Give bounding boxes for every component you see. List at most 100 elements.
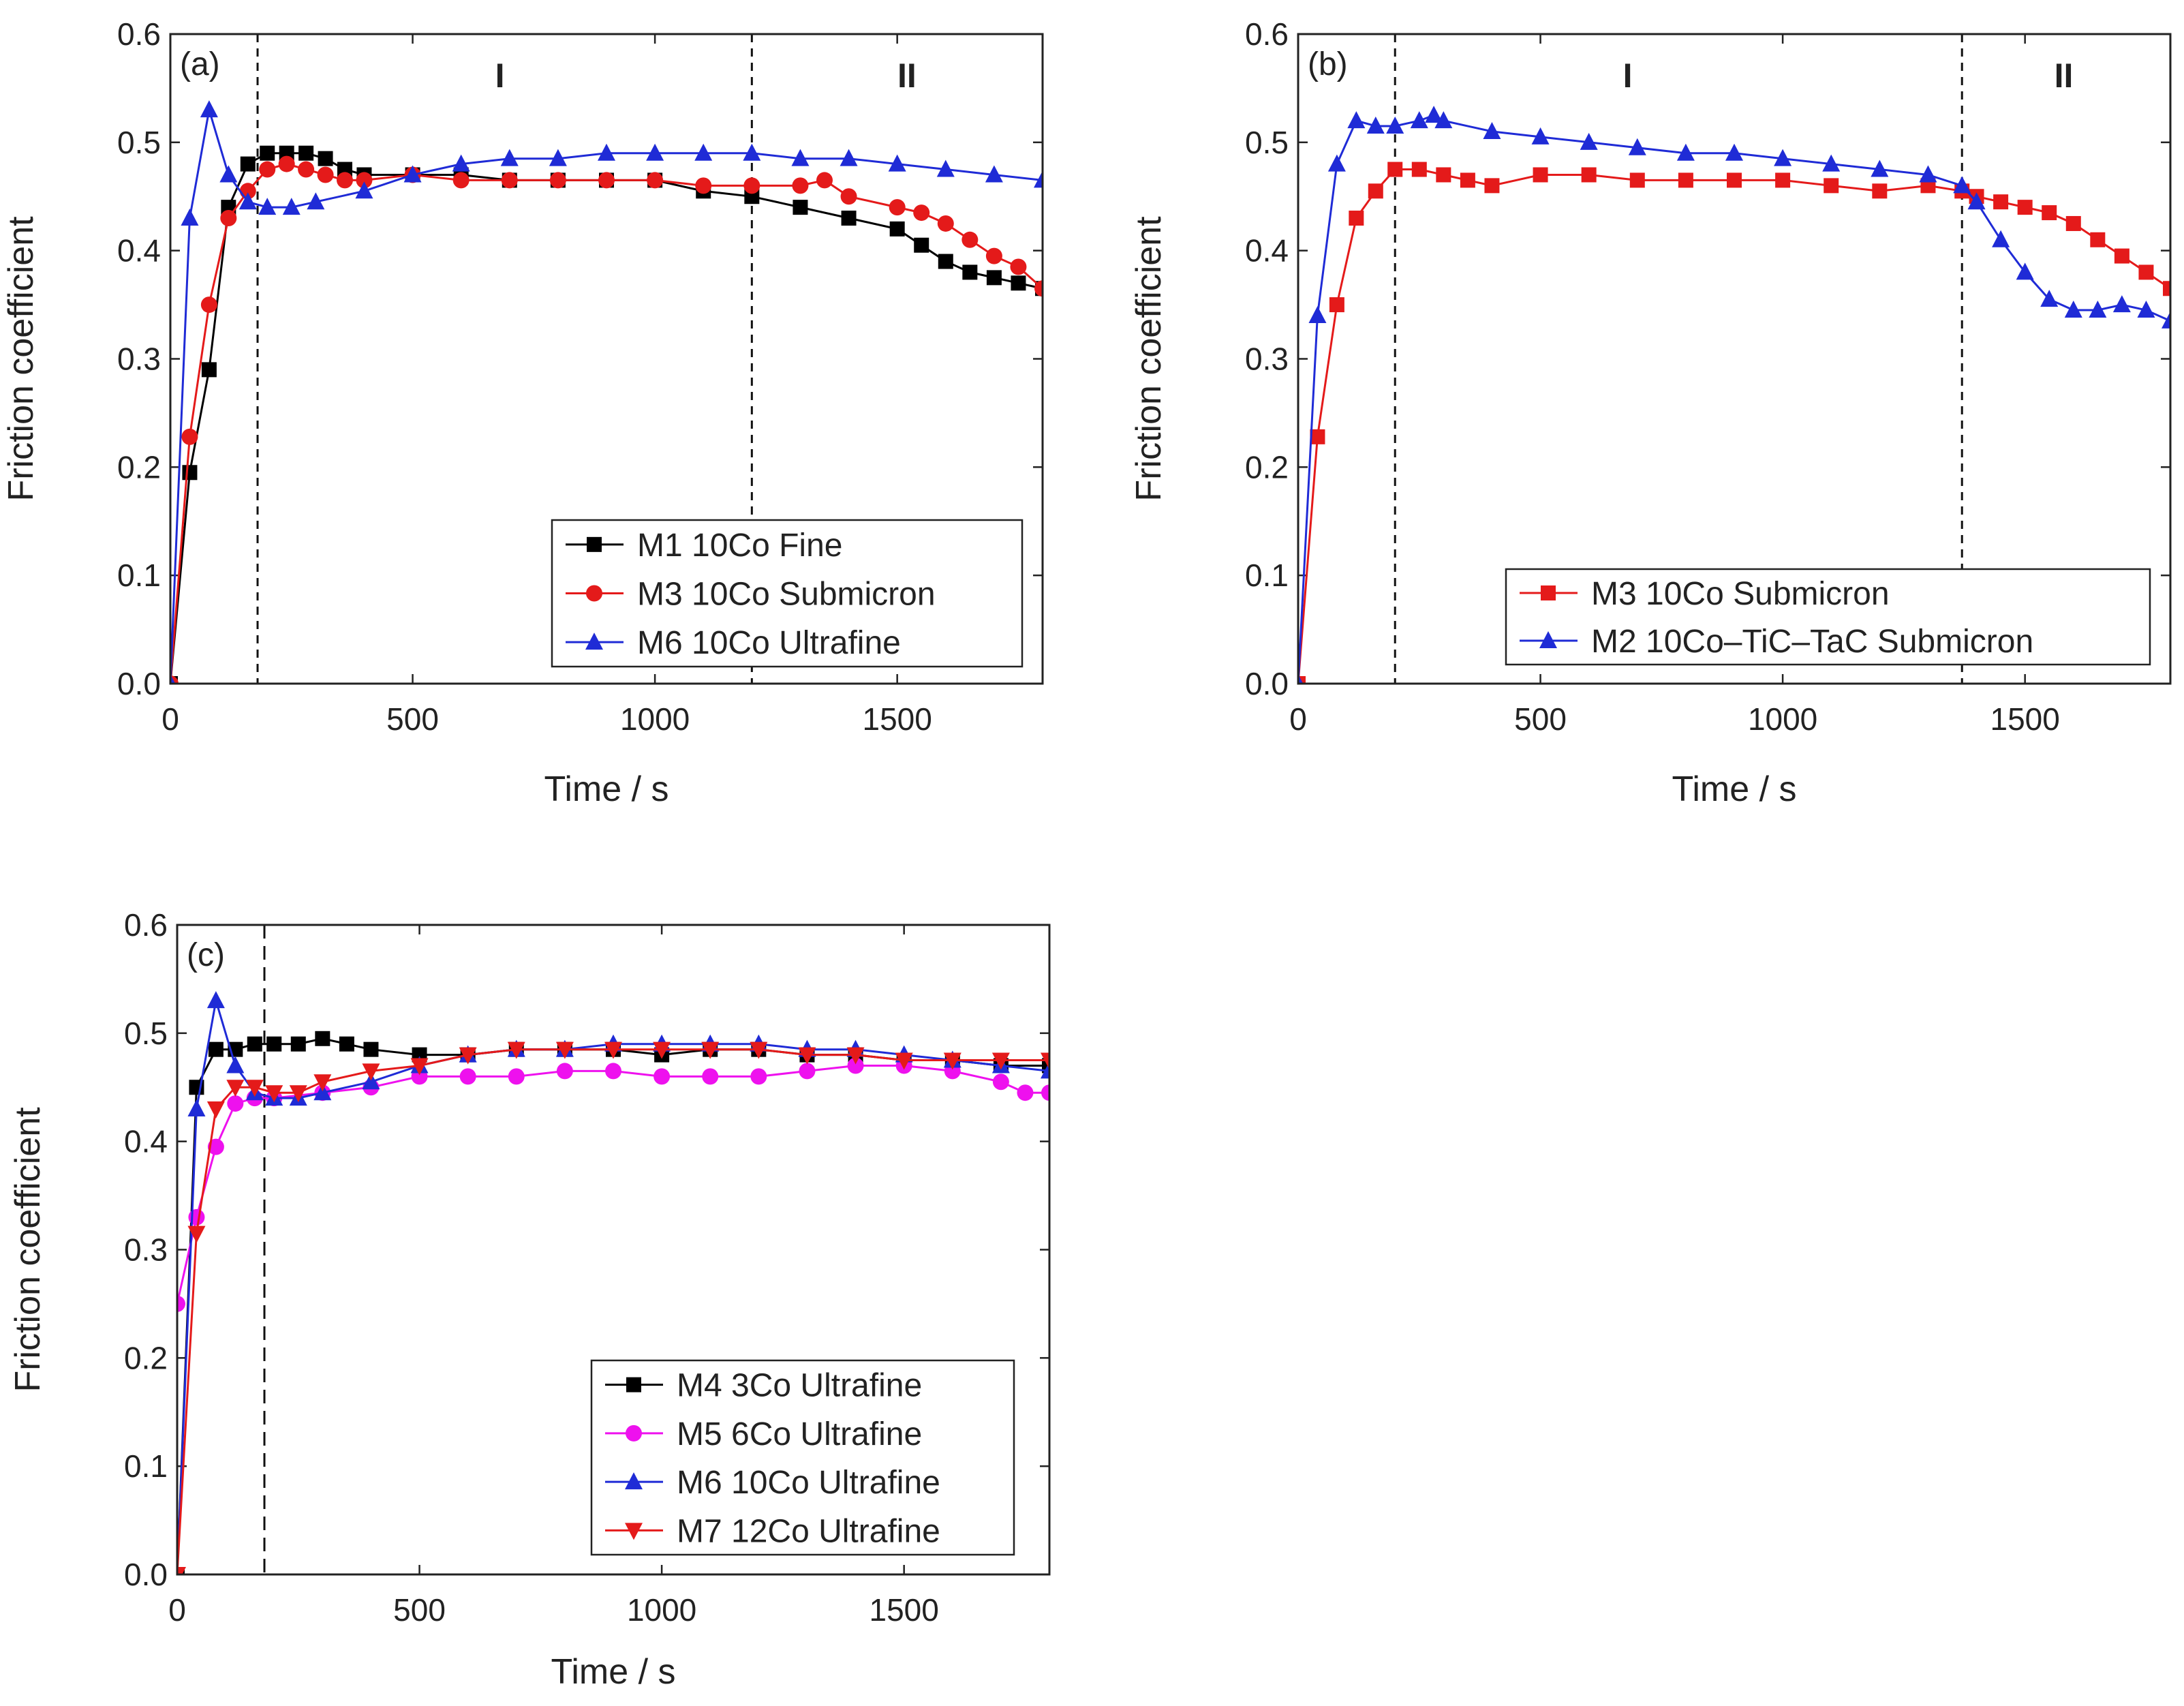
data-point [2112,295,2131,313]
legend-label: M3 10Co Submicron [1591,576,1890,612]
x-tick-label: 0 [168,1592,186,1628]
data-point [313,1074,332,1092]
y-tick-label: 0.1 [117,558,161,593]
y-tick-label: 0.2 [117,449,161,485]
data-point [452,154,470,172]
data-point [2114,248,2129,264]
data-point [1774,149,1792,166]
data-point [889,199,906,216]
data-point [2138,264,2154,280]
y-tick-label: 0.0 [124,1557,168,1592]
data-point [653,1041,671,1059]
data-point [1368,183,1383,199]
data-point [182,465,198,481]
data-point [694,143,713,161]
legend-box [551,519,1024,668]
data-point [507,1041,525,1059]
data-point [1041,1061,1049,1079]
data-point [750,1041,768,1059]
data-point [938,254,953,269]
x-tick-label: 1500 [1990,701,2059,737]
data-point [363,1041,379,1057]
y-tick-label: 0.4 [1245,233,1289,269]
data-point [1725,143,1743,161]
legend-label: M1 10Co Fine [637,528,842,564]
data-point [2065,215,2081,231]
data-point [181,428,198,445]
data-point [1871,159,1889,177]
data-point [598,172,615,189]
data-point [991,1052,1010,1070]
data-point [208,1041,224,1057]
data-point [937,215,954,232]
data-point [889,221,905,237]
y-tick-label: 0.4 [117,233,161,269]
panel-label: (a) [180,46,220,82]
data-point [170,674,176,684]
y-tick-label: 0.3 [117,341,161,377]
data-point [245,1080,264,1097]
data-point [500,149,519,166]
data-point [1484,178,1500,194]
x-tick-label: 500 [1514,701,1567,737]
x-axis-title: Time / s [1672,770,1797,809]
x-tick-label: 1000 [627,1592,696,1628]
data-point [1410,111,1428,129]
y-axis-title: Friction coefficient [1129,216,1169,502]
data-point [2090,232,2106,247]
legend-marker [1539,631,1557,648]
y-tick-label: 0.2 [124,1340,168,1375]
data-point [1580,132,1598,150]
data-point [1581,167,1597,183]
data-point [206,991,225,1009]
legend-marker [1541,585,1556,600]
x-axis-title: Time / s [544,770,669,809]
y-tick-label: 0.5 [1245,125,1289,160]
data-point [307,192,325,210]
data-point [315,1031,330,1046]
data-point [840,149,858,166]
legend-marker [625,1523,643,1540]
data-point [647,172,664,189]
data-point [1387,162,1403,177]
data-point [181,209,199,226]
data-point [646,143,664,161]
data-point [1011,275,1026,291]
data-point [1676,143,1695,161]
data-point [1329,297,1344,313]
data-point [289,1085,307,1103]
legend-box [1505,568,2151,666]
x-tick-label: 500 [393,1592,446,1628]
y-tick-label: 0.6 [124,907,168,943]
data-point [247,1036,262,1052]
data-point [1366,117,1385,134]
data-point [791,149,810,166]
data-point [459,1068,476,1085]
y-axis-title: Friction coefficient [8,1107,48,1392]
series-1 [1298,106,2170,684]
y-tick-label: 0.1 [124,1448,168,1484]
y-axis-title: Friction coefficient [1,216,41,502]
data-point [2016,262,2034,280]
data-point [1034,170,1043,188]
data-point [258,198,277,215]
data-point [985,247,1002,264]
data-point [1822,154,1841,172]
data-point [1436,167,1451,183]
data-point [1727,172,1742,188]
legend-box [590,1359,1015,1556]
data-point [1347,111,1366,129]
data-point [1993,194,2009,210]
data-point [318,151,333,166]
x-tick-label: 500 [386,701,439,737]
data-point [556,1063,573,1080]
data-point [1411,162,1427,177]
data-point [962,231,979,248]
region-label: I [1623,57,1633,95]
data-point [653,1068,671,1085]
data-point [549,149,567,166]
data-point [200,100,218,118]
legend-label: M6 10Co Ultrafine [677,1465,940,1501]
